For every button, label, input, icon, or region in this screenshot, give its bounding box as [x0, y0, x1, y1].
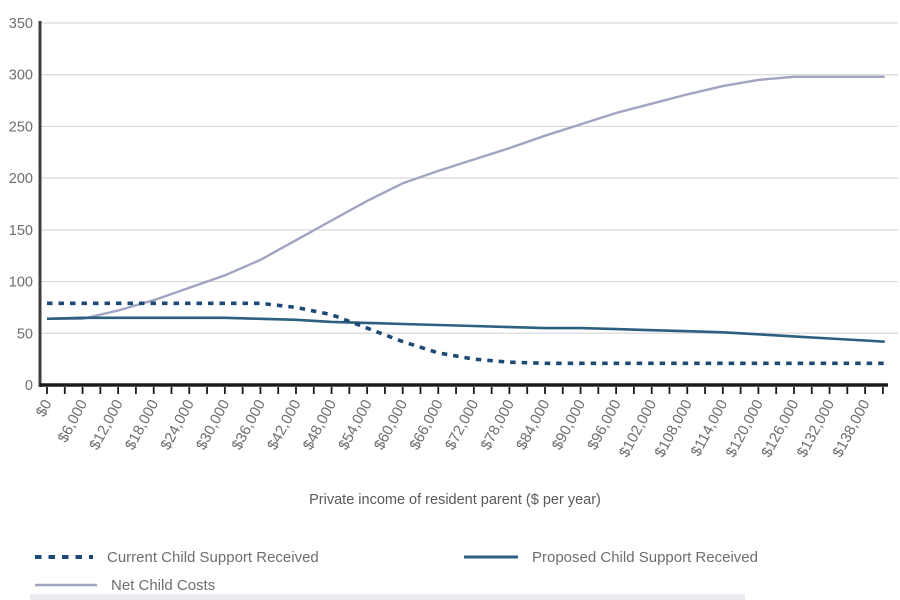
x-tick-label: $30,000 [193, 397, 233, 453]
x-tick-label: $36,000 [228, 397, 268, 453]
legend-label-net-child-costs: Net Child Costs [111, 576, 216, 594]
x-tick-label: $66,000 [406, 397, 446, 453]
solid-line-swatch [464, 555, 518, 559]
legend-label-proposed: Proposed Child Support Received [532, 548, 758, 566]
x-tick-label: $96,000 [584, 397, 624, 453]
cropped-content-edge [30, 594, 745, 600]
x-tick-label: $42,000 [264, 397, 304, 453]
y-tick-label: 300 [9, 68, 33, 84]
dotted-line-swatch [35, 555, 93, 559]
x-tick-label: $24,000 [157, 397, 197, 453]
legend-item-current: Current Child Support Received [33, 548, 319, 566]
x-tick-label: $72,000 [442, 397, 482, 453]
y-tick-label: 350 [9, 16, 33, 32]
x-tick-label: $48,000 [300, 397, 340, 453]
y-tick-label: 200 [9, 171, 33, 187]
y-tick-label: 50 [17, 326, 33, 342]
x-axis-title: Private income of resident parent ($ per… [309, 492, 601, 508]
legend-item-net-child-costs: Net Child Costs [33, 576, 215, 594]
x-tick-label: $60,000 [371, 397, 411, 453]
y-tick-label: 0 [25, 378, 33, 394]
series-line-0 [47, 301, 885, 366]
series-line-2 [47, 75, 885, 320]
x-tick-label: $84,000 [513, 397, 553, 453]
series-line-1 [46, 316, 885, 343]
x-tick-label: $18,000 [122, 397, 162, 453]
y-tick-label: 250 [9, 119, 33, 135]
x-tick-label: $6,000 [55, 397, 92, 446]
light-line-swatch [35, 583, 97, 587]
x-tick-label: $0 [33, 397, 56, 420]
x-tick-label: $12,000 [86, 397, 126, 453]
x-tick-label: $78,000 [477, 397, 517, 453]
chart-canvas: 0 50 100 150 200 250 300 350 $0 $6,000$12,000$18,… [9, 16, 898, 460]
x-tick-label: $54,000 [335, 397, 375, 453]
y-tick-label: 150 [9, 223, 33, 239]
y-tick-label: 100 [9, 275, 33, 291]
x-tick-label: $90,000 [549, 397, 589, 453]
legend-item-proposed: Proposed Child Support Received [462, 548, 758, 566]
legend-label-current: Current Child Support Received [107, 548, 319, 566]
